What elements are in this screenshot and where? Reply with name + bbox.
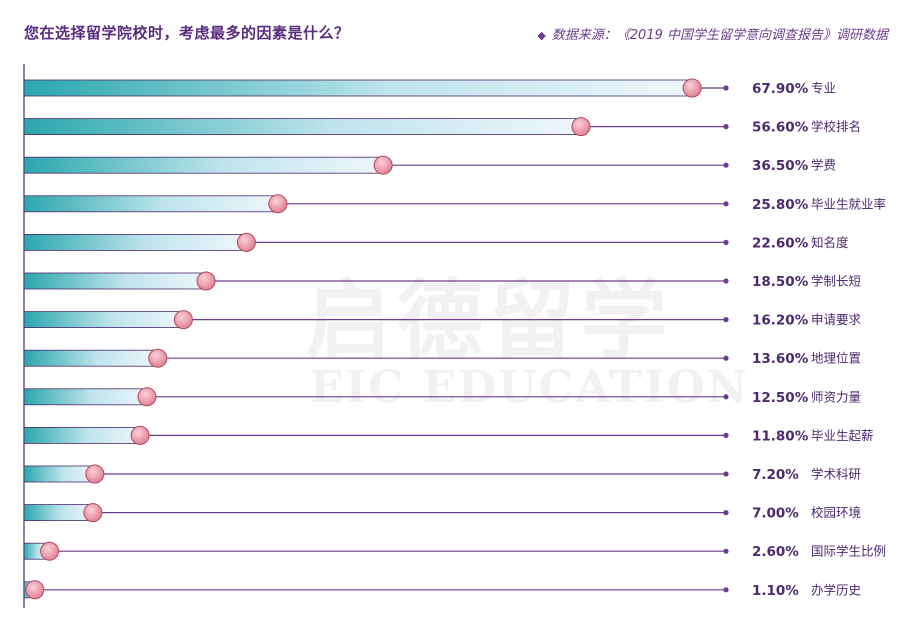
category-label: 师资力量 <box>811 389 861 404</box>
bar-end-marker <box>236 232 256 252</box>
category-label: 毕业生就业率 <box>811 196 886 211</box>
bar <box>23 426 141 444</box>
value-label: 2.60% <box>752 544 799 560</box>
value-label: 13.60% <box>752 351 809 367</box>
leader-dot <box>723 432 729 438</box>
leader-dot <box>723 394 729 400</box>
bar-end-marker <box>173 310 193 330</box>
value-label: 16.20% <box>752 313 809 329</box>
bar-end-marker <box>682 78 702 98</box>
leader-dot <box>723 239 729 245</box>
watermark-logo-cn: 启德留学 <box>305 271 673 371</box>
bar-end-marker <box>83 503 103 523</box>
bar-end-marker <box>268 194 288 214</box>
leader-dot <box>723 162 729 168</box>
bar-end-marker <box>196 271 216 291</box>
bar <box>23 311 184 329</box>
bar-end-marker <box>25 580 45 600</box>
leader-dot <box>723 509 729 516</box>
category-label: 专业 <box>811 81 836 96</box>
leader-dot <box>723 548 729 554</box>
bar <box>23 233 247 251</box>
bar <box>23 465 96 483</box>
bar <box>23 272 207 290</box>
watermark-logo-en: EIC EDUCATION <box>310 362 750 413</box>
chart-title: 您在选择留学院校时，考虑最多的因素是什么？ <box>24 24 350 42</box>
value-label: 25.80% <box>752 197 809 213</box>
category-label: 申请要求 <box>811 312 862 327</box>
value-label: 11.80% <box>752 428 809 444</box>
source-note: ◆ 数据来源：《2019 中国学生留学意向调查报告》调研数据 <box>537 24 888 43</box>
value-label: 18.50% <box>752 274 809 290</box>
leader-dot <box>723 201 729 207</box>
category-label: 学校排名 <box>811 119 861 134</box>
category-label: 学费 <box>811 158 836 173</box>
value-label: 7.00% <box>752 506 799 522</box>
category-label: 国际学生比例 <box>811 544 886 559</box>
value-label: 12.50% <box>752 390 809 406</box>
category-label: 学术科研 <box>811 467 861 482</box>
value-label: 36.50% <box>752 158 809 174</box>
leader-dot <box>723 317 729 323</box>
category-label: 毕业生起薪 <box>811 428 874 443</box>
value-label: 56.60% <box>752 120 809 136</box>
leader-dot <box>723 124 729 130</box>
leader-dot <box>723 587 729 593</box>
value-label: 22.60% <box>752 235 809 251</box>
bar-end-marker <box>40 541 60 561</box>
category-label: 地理位置 <box>811 351 861 366</box>
category-label: 办学历史 <box>811 582 862 597</box>
bar-end-marker <box>130 425 150 445</box>
source-text: 数据来源：《2019 中国学生留学意向调查报告》调研数据 <box>551 28 888 43</box>
bar-end-marker <box>373 155 393 175</box>
bar-end-marker <box>85 464 105 484</box>
leader-dot <box>723 471 729 477</box>
category-label: 校园环境 <box>811 505 861 520</box>
diamond-icon: ◆ <box>537 29 546 42</box>
bar <box>23 504 94 522</box>
leader-dot <box>723 85 729 91</box>
bar-end-marker <box>137 387 157 407</box>
bar <box>23 156 384 174</box>
bar <box>23 195 279 213</box>
value-label: 1.10% <box>752 583 799 599</box>
category-label: 学制长短 <box>811 274 861 289</box>
bar <box>23 349 159 367</box>
leader-dot <box>723 278 729 284</box>
bar <box>23 79 693 97</box>
bar-end-marker <box>148 348 168 368</box>
value-label: 67.90% <box>752 81 809 97</box>
bar <box>23 118 582 135</box>
bar-end-marker <box>571 117 591 137</box>
category-label: 知名度 <box>811 235 849 250</box>
leader-dot <box>723 355 729 361</box>
bar <box>23 388 148 406</box>
value-label: 7.20% <box>752 467 799 483</box>
